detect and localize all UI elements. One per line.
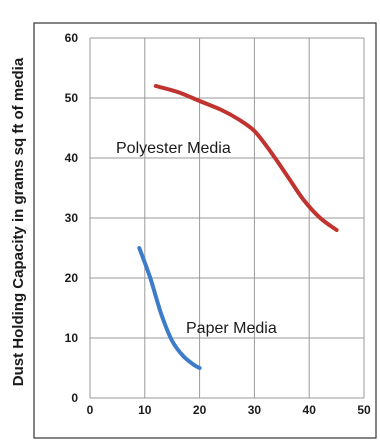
x-tick-label: 10: [138, 403, 152, 417]
x-tick-label: 20: [193, 403, 207, 417]
y-tick-label: 60: [65, 31, 79, 45]
y-tick-label: 0: [71, 391, 78, 405]
x-tick-label: 30: [248, 403, 262, 417]
x-tick-label: 50: [357, 403, 371, 417]
y-tick-label: 10: [65, 331, 79, 345]
y-tick-label: 50: [65, 91, 79, 105]
series-label-polyester: Polyester Media: [116, 140, 231, 157]
y-tick-label: 20: [65, 271, 79, 285]
y-tick-label: 30: [65, 211, 79, 225]
y-axis-label: Dust Holding Capacity in grams sq ft of …: [10, 57, 27, 386]
series-label-paper: Paper Media: [186, 320, 277, 337]
grid: [89, 37, 365, 399]
chart-frame: [33, 22, 377, 439]
x-tick-label: 40: [303, 403, 317, 417]
series-line-paper: [137, 246, 202, 370]
series-lines: [137, 84, 339, 370]
y-tick-label: 40: [65, 151, 79, 165]
x-axis-ticks: 0 10 20 30 40 50: [87, 403, 371, 417]
y-axis-ticks: 0 10 20 30 40 50 60: [65, 31, 79, 405]
x-tick-label: 0: [87, 403, 94, 417]
series-line-polyester: [153, 84, 339, 232]
